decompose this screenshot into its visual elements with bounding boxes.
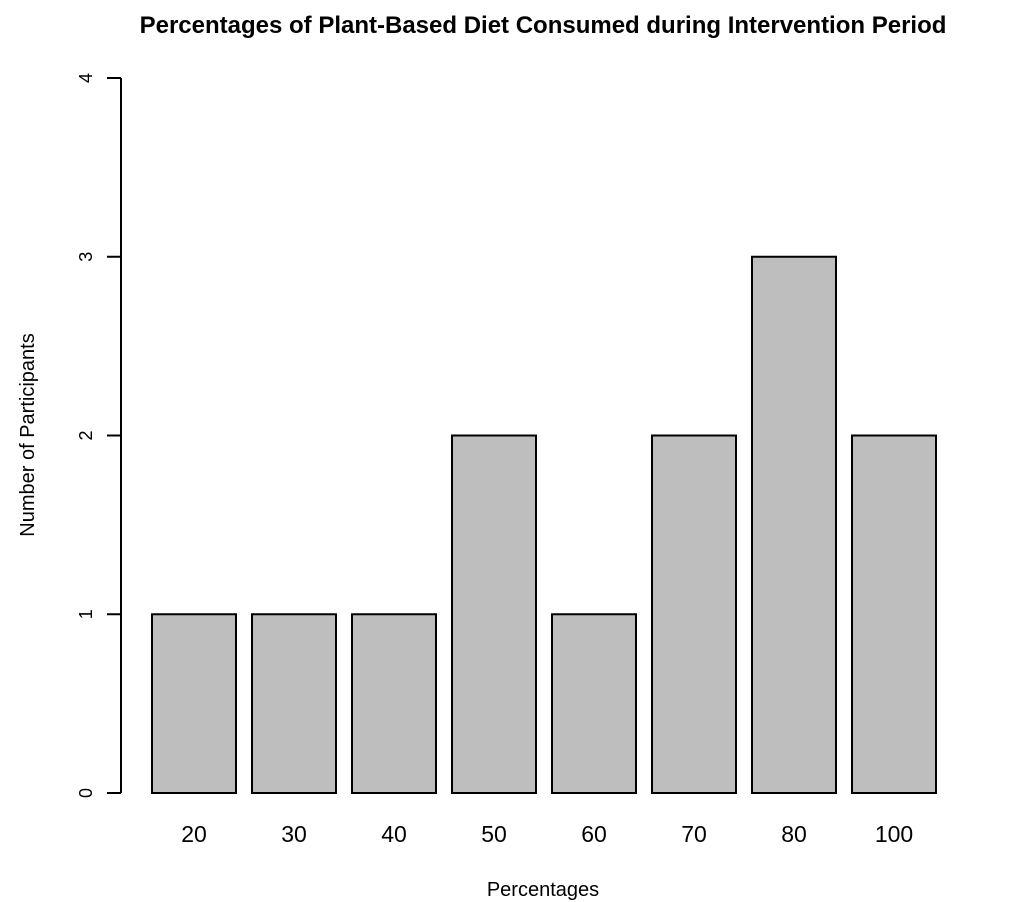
x-tick-label: 20 [181, 821, 207, 847]
x-tick-label: 70 [681, 821, 707, 847]
y-tick-label: 3 [76, 252, 96, 262]
x-tick-label: 40 [381, 821, 407, 847]
x-tick-labels: 20 30 40 50 60 70 80 100 [181, 821, 913, 847]
x-axis-label: Percentages [487, 879, 599, 901]
bar-60 [551, 613, 637, 794]
y-axis: 0 1 2 3 4 [76, 73, 122, 798]
bar-20 [151, 613, 237, 794]
y-axis-label: Number of Participants [17, 333, 39, 536]
bars-group [151, 255, 937, 794]
y-tick-label: 1 [76, 609, 96, 619]
y-tick-label: 0 [76, 788, 96, 798]
bar-100 [851, 434, 937, 794]
y-tick-label: 4 [76, 73, 96, 83]
bar-30 [251, 613, 337, 794]
y-tick-label: 2 [76, 430, 96, 440]
bar-70 [651, 434, 737, 794]
x-tick-label: 60 [581, 821, 607, 847]
bar-80 [751, 255, 837, 794]
bar-50 [451, 434, 537, 794]
bar-40 [351, 613, 437, 794]
x-tick-label: 50 [481, 821, 507, 847]
x-tick-label: 80 [781, 821, 807, 847]
chart-title: Percentages of Plant-Based Diet Consumed… [140, 12, 947, 39]
x-tick-label: 30 [281, 821, 307, 847]
x-tick-label: 100 [875, 821, 913, 847]
